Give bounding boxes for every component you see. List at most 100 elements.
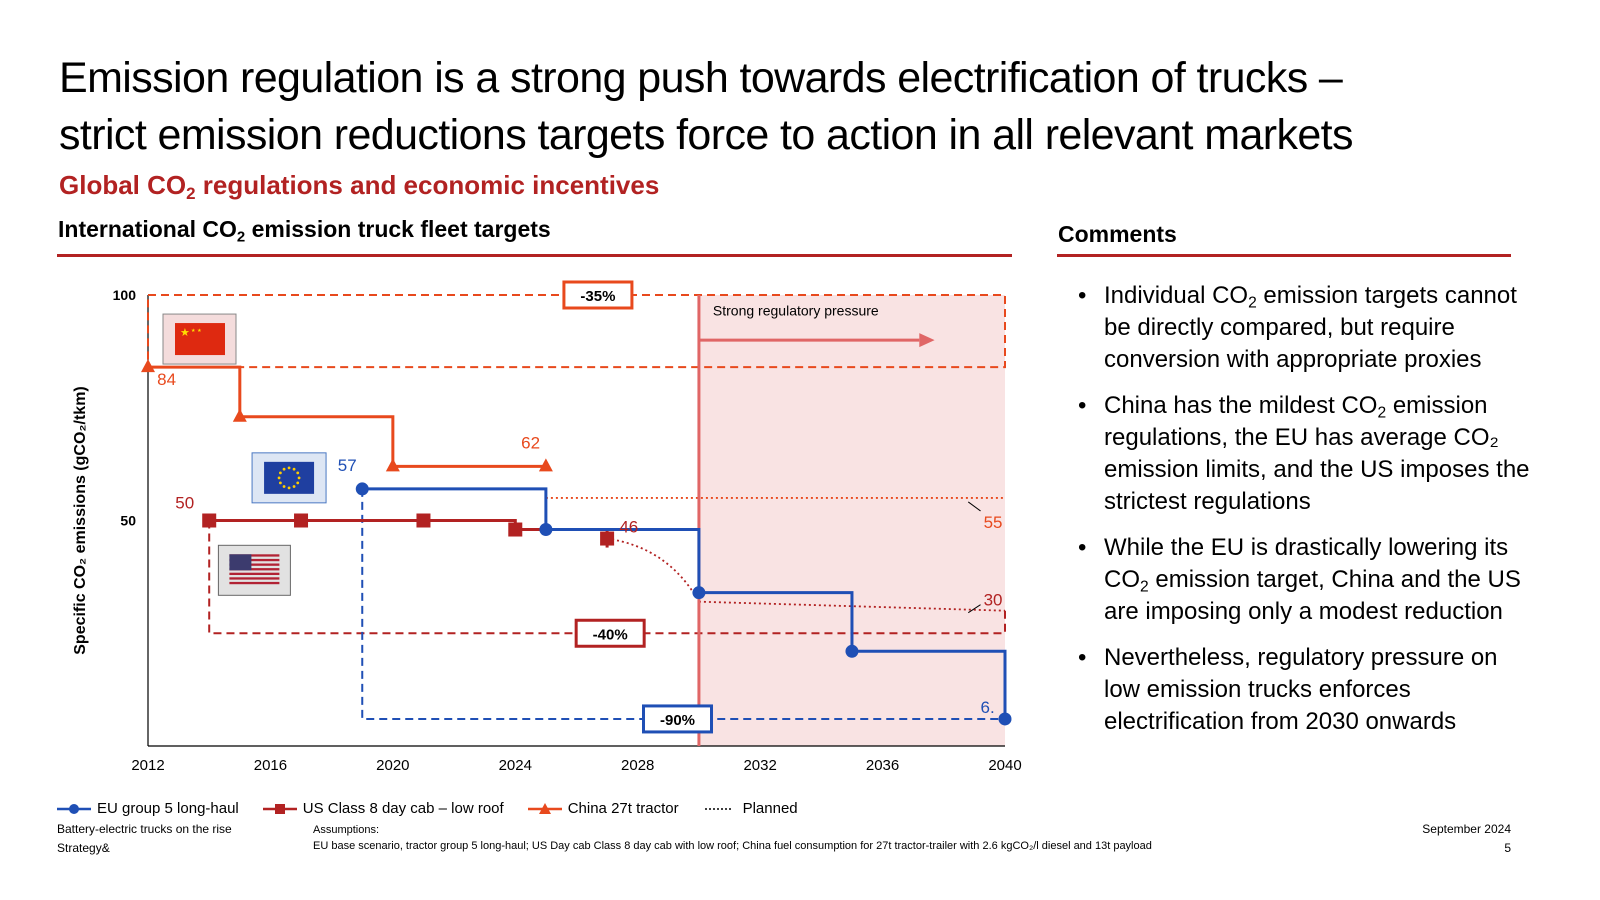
subtitle-sub: 2 — [186, 184, 196, 204]
flag-stripe — [229, 568, 280, 571]
reduction-label-box — [574, 618, 646, 648]
legend-us-label: US Class 8 day cab – low roof — [302, 800, 504, 817]
footer-date: September 2024 — [1422, 822, 1511, 836]
footer-report-title: Battery-electric trucks on the rise — [57, 822, 232, 836]
chart-section-sub: 2 — [236, 228, 246, 246]
page-subtitle: Global CO2 regulations and economic ince… — [59, 170, 660, 204]
reduction-label: -40% — [593, 626, 628, 643]
comment-text: emission regulations, the EU has average… — [1104, 392, 1530, 515]
comment-text: Nevertheless, regulatory pressure on low… — [1104, 644, 1498, 735]
flag-star — [296, 481, 300, 485]
emission-targets-chart: 2012 2016 2020 2024 2028 2032 2036 2040 100 50 Spe… — [72, 280, 1022, 774]
flag-star — [279, 481, 282, 485]
footer-page-number: 5 — [1504, 841, 1511, 855]
us-planned-curve — [606, 537, 700, 603]
assumptions-label: Assumptions: — [313, 824, 380, 836]
legend-china-label: China 27t tractor — [567, 800, 679, 817]
china-series-line — [148, 365, 546, 468]
data-label: 6. — [981, 698, 995, 717]
comment-text: Individual CO — [1104, 282, 1249, 309]
flag-star — [292, 467, 296, 471]
data-label: 84 — [157, 370, 176, 389]
chart-legend: EU group 5 long-haul US Class 8 day cab … — [57, 800, 822, 817]
flag-star — [282, 485, 286, 488]
x-tick-label: 2036 — [866, 757, 899, 774]
legend-us-swatch — [262, 803, 297, 814]
x-tick-label: 2040 — [988, 757, 1021, 774]
us-marker — [508, 522, 523, 537]
title-line-2: strict emission reductions targets force… — [59, 111, 1354, 159]
data-label: 46 — [619, 518, 638, 537]
flag-stripe — [229, 558, 280, 562]
page-title: Emission regulation is a strong push tow… — [59, 50, 1559, 164]
comment-item: Individual CO2 emission targets cannot b… — [1078, 280, 1538, 376]
subtitle-pre: Global CO — [59, 170, 187, 200]
flag-stripe — [229, 563, 280, 566]
flag-star — [292, 485, 296, 488]
legend-item-china: China 27t tractor — [527, 800, 679, 817]
data-label: 30 — [984, 591, 1003, 610]
footer-company: Strategy& — [57, 841, 110, 855]
flag-stripe — [229, 577, 280, 580]
reduction-label: -35% — [580, 288, 615, 305]
comment-item: Nevertheless, regulatory pressure on low… — [1078, 642, 1538, 738]
leader-55 — [967, 501, 981, 512]
flag-stripe — [229, 581, 280, 585]
data-label: 57 — [338, 456, 357, 475]
eu-marker — [692, 586, 706, 600]
eu-marker — [539, 523, 553, 537]
comment-sub: 2 — [1248, 294, 1257, 312]
comment-text: emission target, China and the US are im… — [1104, 566, 1521, 625]
comment-sub: 2 — [1377, 404, 1387, 422]
comment-text: China has the mildest CO — [1104, 392, 1378, 419]
y-tick-label: 100 — [113, 287, 137, 303]
china-flag-icon: ★ ★ ★ — [162, 313, 237, 365]
eu-marker — [355, 482, 369, 496]
pressure-zone — [698, 295, 1005, 746]
comment-item: China has the mildest CO2 emission regul… — [1078, 390, 1538, 518]
flag-star: ★ ★ — [191, 328, 202, 334]
flag-field — [175, 323, 225, 356]
china-marker — [141, 359, 155, 373]
leader-30 — [967, 604, 981, 614]
legend-eu-label: EU group 5 long-haul — [97, 800, 239, 817]
reduction-label: -90% — [660, 712, 695, 729]
flag-stripe — [229, 572, 280, 576]
flag-star — [287, 486, 291, 490]
us-planned-line — [698, 600, 1006, 612]
subtitle-post: regulations and economic incentives — [195, 170, 660, 200]
x-tick-label: 2020 — [376, 757, 409, 774]
eu-marker — [998, 712, 1012, 726]
us-marker — [202, 513, 217, 528]
x-tick-label: 2012 — [131, 757, 164, 774]
us-marker — [294, 513, 309, 528]
x-tick-label: 2032 — [743, 757, 776, 774]
legend-item-planned: Planned — [703, 800, 798, 817]
pressure-label: Strong regulatory pressure — [713, 302, 879, 318]
us-marker — [416, 513, 431, 528]
assumptions-text: EU base scenario, tractor group 5 long-h… — [313, 840, 1152, 852]
comment-item: While the EU is drastically lowering its… — [1078, 532, 1538, 628]
flag-star: ★ — [180, 326, 190, 339]
data-label: 55 — [984, 513, 1003, 532]
china-marker — [538, 458, 553, 472]
china-reduction-box — [147, 294, 1006, 369]
china-marker — [232, 408, 247, 422]
reduction-label-box — [642, 704, 714, 734]
flag-stripe — [229, 554, 280, 557]
flag-star — [287, 466, 291, 470]
flag-star — [297, 476, 301, 480]
comment-text: emission targets cannot be directly comp… — [1104, 282, 1517, 373]
legend-planned-swatch — [704, 807, 733, 810]
x-tick-label: 2028 — [621, 757, 654, 774]
comments-list: Individual CO2 emission targets cannot b… — [1078, 280, 1538, 752]
chart-section-title: International CO2 emission truck fleet t… — [58, 216, 551, 246]
comments-title: Comments — [1058, 221, 1177, 247]
reduction-label-box — [562, 280, 634, 310]
chart-section-rule — [57, 254, 1012, 257]
chart-section-pre: International CO — [58, 216, 237, 242]
footer-left: Battery-electric trucks on the rise Stra… — [57, 820, 232, 858]
eu-marker — [845, 644, 859, 658]
flag-canton — [229, 554, 252, 571]
comments-rule — [1057, 254, 1511, 257]
